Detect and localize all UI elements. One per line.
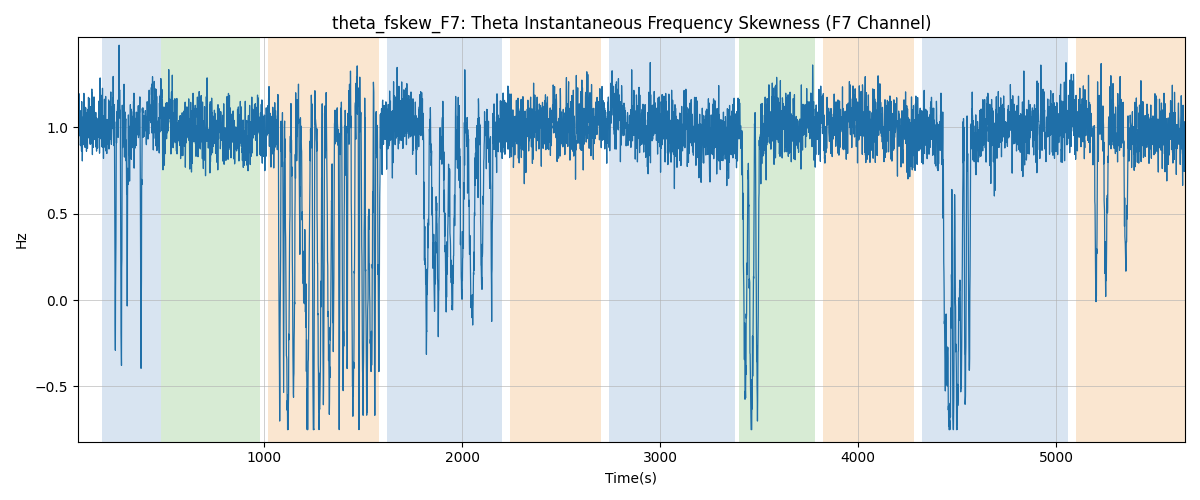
Bar <box>268 38 379 442</box>
Bar <box>739 38 815 442</box>
X-axis label: Time(s): Time(s) <box>605 471 658 485</box>
Bar <box>161 38 260 442</box>
Bar <box>102 38 161 442</box>
Bar <box>822 38 913 442</box>
Bar <box>510 38 601 442</box>
Bar <box>922 38 1068 442</box>
Title: theta_fskew_F7: Theta Instantaneous Frequency Skewness (F7 Channel): theta_fskew_F7: Theta Instantaneous Freq… <box>331 15 931 34</box>
Y-axis label: Hz: Hz <box>14 230 29 248</box>
Bar <box>608 38 736 442</box>
Bar <box>1076 38 1186 442</box>
Bar <box>386 38 502 442</box>
